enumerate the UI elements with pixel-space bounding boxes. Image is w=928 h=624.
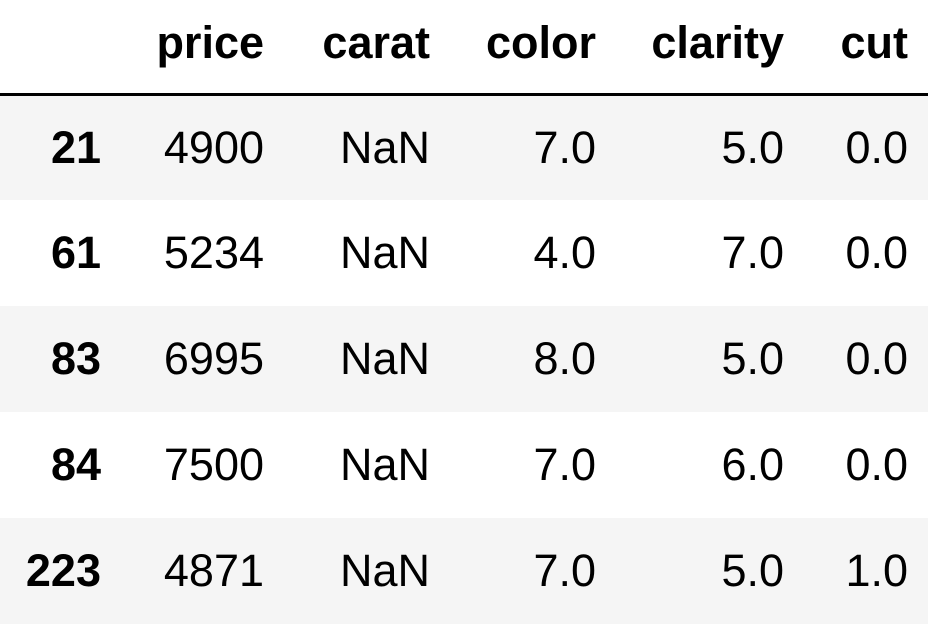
column-header-color: color — [450, 0, 616, 96]
price-cell: 5234 — [163, 227, 264, 278]
cut-cell: 0.0 — [845, 333, 908, 384]
table-row: 61 5234 NaN 4.0 7.0 0.0 — [0, 200, 928, 306]
clarity-cell: 5.0 — [721, 545, 784, 596]
clarity-cell: 7.0 — [721, 227, 784, 278]
cut-cell: 1.0 — [845, 545, 908, 596]
carat-cell: NaN — [339, 439, 430, 490]
column-header-carat: carat — [284, 0, 450, 96]
row-index-cell: 223 — [25, 545, 101, 596]
cut-cell: 0.0 — [845, 227, 908, 278]
table-header: price carat color clarity cut — [0, 0, 928, 96]
color-cell: 4.0 — [533, 227, 596, 278]
color-cell: 7.0 — [533, 439, 596, 490]
column-header-price: price — [121, 0, 284, 96]
row-index-cell: 84 — [50, 439, 101, 490]
carat-cell: NaN — [339, 545, 430, 596]
cut-cell: 0.0 — [845, 121, 908, 173]
color-cell: 7.0 — [533, 121, 596, 173]
price-cell: 7500 — [163, 439, 264, 490]
table-row: 84 7500 NaN 7.0 6.0 0.0 — [0, 412, 928, 518]
row-index-cell: 83 — [50, 333, 101, 384]
header-row: price carat color clarity cut — [0, 0, 928, 96]
clarity-cell: 5.0 — [721, 121, 784, 173]
clarity-cell: 5.0 — [721, 333, 784, 384]
table-row: 83 6995 NaN 8.0 5.0 0.0 — [0, 306, 928, 412]
clarity-cell: 6.0 — [721, 439, 784, 490]
table-body: 21 4900 NaN 7.0 5.0 0.0 61 5234 NaN 4.0 … — [0, 94, 928, 624]
price-cell: 6995 — [163, 333, 264, 384]
column-header-cut: cut — [804, 0, 928, 96]
table-row: 223 4871 NaN 7.0 5.0 1.0 — [0, 518, 928, 624]
column-header-clarity: clarity — [616, 0, 804, 96]
carat-cell: NaN — [339, 333, 430, 384]
color-cell: 7.0 — [533, 545, 596, 596]
row-index-cell: 21 — [50, 121, 101, 173]
color-cell: 8.0 — [533, 333, 596, 384]
index-header-cell — [0, 0, 121, 96]
cut-cell: 0.0 — [845, 439, 908, 490]
carat-cell: NaN — [339, 121, 430, 173]
price-cell: 4900 — [163, 121, 264, 173]
row-index-cell: 61 — [50, 227, 101, 278]
price-cell: 4871 — [163, 545, 264, 596]
table-row: 21 4900 NaN 7.0 5.0 0.0 — [0, 94, 928, 200]
carat-cell: NaN — [339, 227, 430, 278]
